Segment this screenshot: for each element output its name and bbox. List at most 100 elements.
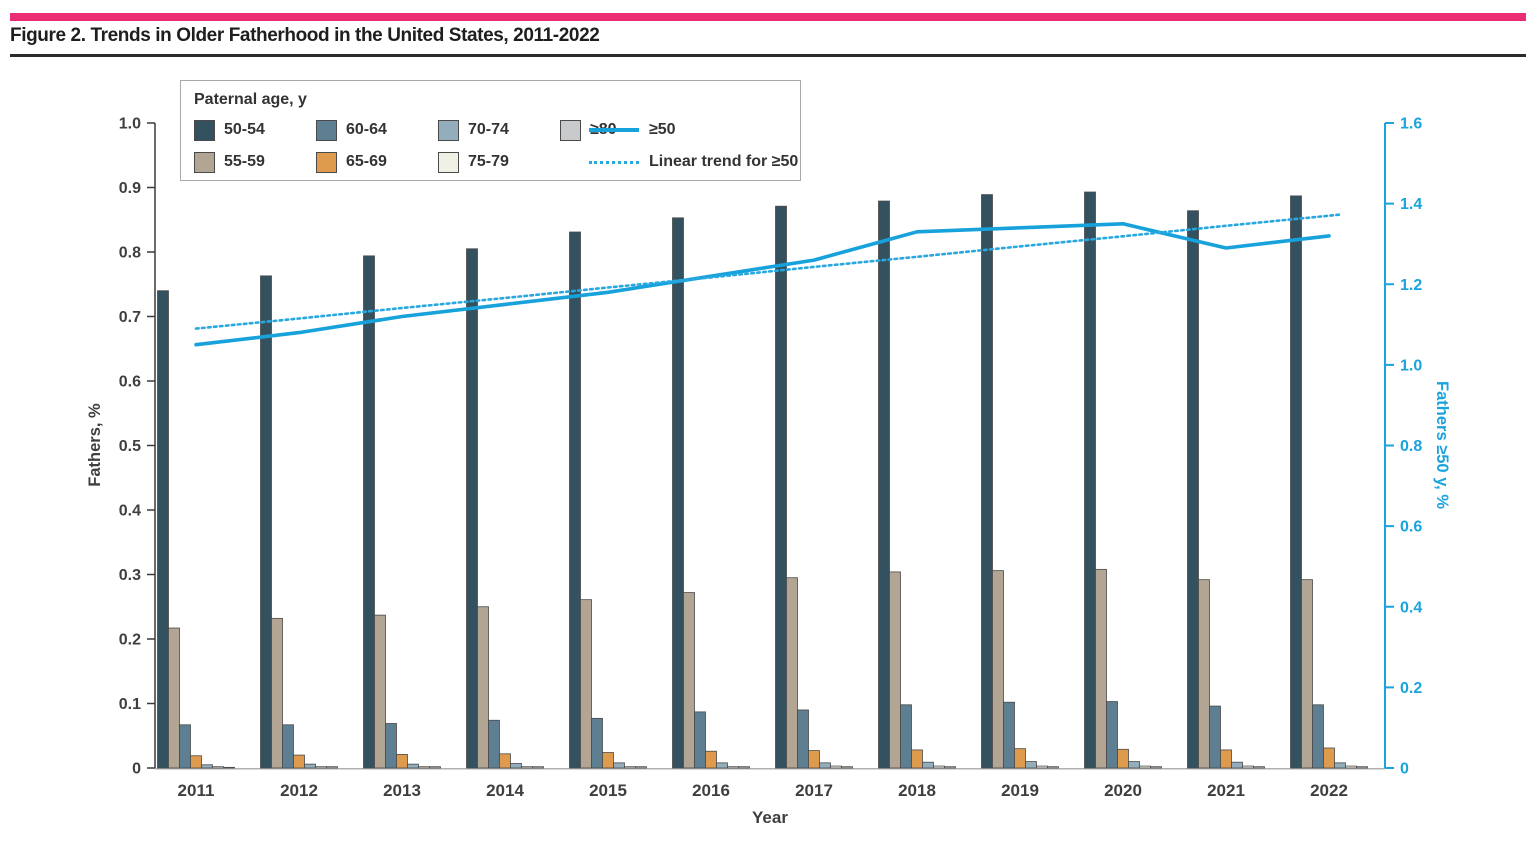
year-label: 2012: [280, 781, 318, 800]
x-axis-title: Year: [752, 808, 788, 827]
legend-entry-60-64: 60-64: [316, 119, 387, 141]
right-axis-tick-label: 1.2: [1400, 277, 1422, 294]
legend-label: 60-64: [346, 121, 387, 138]
bar-75-79-2014: [521, 766, 533, 769]
dotted-line-sample: [589, 160, 639, 164]
legend-swatch-60-64: [316, 119, 337, 141]
right-axis-tick-label: 1.4: [1400, 196, 1422, 213]
bar-70-74-2012: [304, 763, 316, 769]
bar-50-54-2014: [466, 248, 478, 769]
left-axis: 0 0.1 0.2 0.3 0.4 0.5 0.6 0.7 0.8 0.9 1.0 Fathers, …: [86, 116, 156, 778]
right-axis-title: Fathers ≥50 y, %: [1433, 381, 1451, 509]
left-axis-tick-label: 0.9: [119, 180, 141, 197]
linear-trend-line: [194, 213, 1344, 330]
legend-entry-55-59: 55-59: [194, 151, 265, 173]
bar-65-69-2020: [1117, 748, 1129, 769]
bar-55-59-2018: [889, 571, 901, 769]
left-axis-tick-label: 0.6: [119, 374, 141, 391]
bar-≥80-2012: [326, 766, 338, 769]
year-label: 2021: [1207, 781, 1245, 800]
bar-70-74-2020: [1128, 761, 1140, 769]
bar-60-64-2011: [179, 724, 191, 769]
right-axis-tick-label: 0.2: [1400, 680, 1422, 697]
bar-50-54-2019: [981, 194, 993, 769]
legend-entry-70-74: 70-74: [438, 119, 509, 141]
bar-≥80-2013: [429, 766, 441, 769]
year-label: 2017: [795, 781, 833, 800]
bar-75-79-2022: [1345, 765, 1357, 769]
year-label: 2018: [898, 781, 936, 800]
bar-50-54-2013: [363, 255, 375, 769]
legend-label: 75-79: [468, 153, 509, 170]
bars-group: [157, 191, 1368, 769]
bar-50-54-2022: [1290, 195, 1302, 769]
right-axis-tick-label: 0.4: [1400, 599, 1422, 616]
bar-≥80-2014: [532, 766, 544, 769]
year-label: 2013: [383, 781, 421, 800]
left-axis-tick-label: 0.5: [119, 438, 141, 455]
bar-65-69-2017: [808, 750, 820, 769]
bar-50-54-2011: [157, 290, 169, 769]
right-axis: 0 0.2 0.4 0.6 0.8 1.0 1.2 1.4 1.6 Fathers ≥50 y, …: [1384, 116, 1451, 778]
bar-75-79-2016: [727, 766, 739, 769]
legend-entry-75-79: 75-79: [438, 151, 509, 173]
bar-75-79-2019: [1036, 765, 1048, 769]
bar-55-59-2021: [1198, 579, 1210, 769]
bar-75-79-2015: [624, 766, 636, 769]
x-axis-labels: 2011 2012 2013 2014 2015 2016 2017 2018 2019 2020…: [178, 781, 1348, 827]
bar-55-59-2013: [374, 614, 386, 769]
left-axis-tick-label: 0.1: [119, 696, 141, 713]
legend-swatch-65-69: [316, 151, 337, 173]
bar-65-69-2016: [705, 750, 717, 769]
bar-60-64-2021: [1209, 705, 1221, 769]
right-axis-tick-label: 1.0: [1400, 357, 1422, 374]
right-axis-tick-label: 0: [1400, 761, 1409, 778]
bar-50-54-2015: [569, 231, 581, 769]
bar-55-59-2020: [1095, 568, 1107, 769]
legend-entry-65-69: 65-69: [316, 151, 387, 173]
right-axis-tick-label: 1.6: [1400, 116, 1422, 133]
bar-≥80-2016: [738, 766, 750, 769]
bar-70-74-2022: [1334, 762, 1346, 769]
bar-50-54-2012: [260, 275, 272, 769]
bar-60-64-2019: [1003, 701, 1015, 769]
bar-60-64-2022: [1312, 704, 1324, 769]
bar-60-64-2015: [591, 717, 603, 769]
bar-70-74-2017: [819, 762, 831, 769]
bar-65-69-2022: [1323, 747, 1335, 769]
bar-60-64-2020: [1106, 701, 1118, 769]
bar-≥80-2015: [635, 766, 647, 769]
bar-55-59-2015: [580, 599, 592, 769]
left-axis-tick-label: 1.0: [119, 116, 141, 133]
bar-70-74-2013: [407, 763, 419, 769]
bar-70-74-2015: [613, 762, 625, 769]
bar-50-54-2017: [775, 205, 787, 769]
legend-label: Linear trend for ≥50: [649, 153, 799, 170]
left-axis-tick-label: 0.7: [119, 309, 141, 326]
bar-55-59-2012: [271, 617, 283, 769]
bar-≥80-2020: [1150, 766, 1162, 769]
legend-swatch-70-74: [438, 119, 459, 141]
bar-65-69-2021: [1220, 749, 1232, 769]
jama-accent-bar: [10, 13, 1526, 21]
legend-label: ≥50: [649, 121, 676, 138]
bar-≥80-2017: [841, 766, 853, 769]
year-label: 2022: [1310, 781, 1348, 800]
bar-60-64-2017: [797, 709, 809, 769]
bar-65-69-2015: [602, 752, 614, 769]
left-axis-tick-label: 0.2: [119, 632, 141, 649]
legend-swatch-55-59: [194, 151, 215, 173]
legend-entry-50-54: 50-54: [194, 119, 265, 141]
year-label: 2019: [1001, 781, 1039, 800]
year-label: 2015: [589, 781, 627, 800]
left-axis-title: Fathers, %: [86, 403, 104, 487]
bar-55-59-2011: [168, 627, 180, 769]
legend-entry-ge50-line: ≥50: [589, 119, 676, 141]
bar-75-79-2017: [830, 765, 842, 769]
bar-65-69-2013: [396, 754, 408, 769]
line-ge50: [194, 222, 1331, 347]
title-divider-rule: [10, 54, 1526, 57]
bar-70-74-2016: [716, 762, 728, 769]
legend-swatch-50-54: [194, 119, 215, 141]
